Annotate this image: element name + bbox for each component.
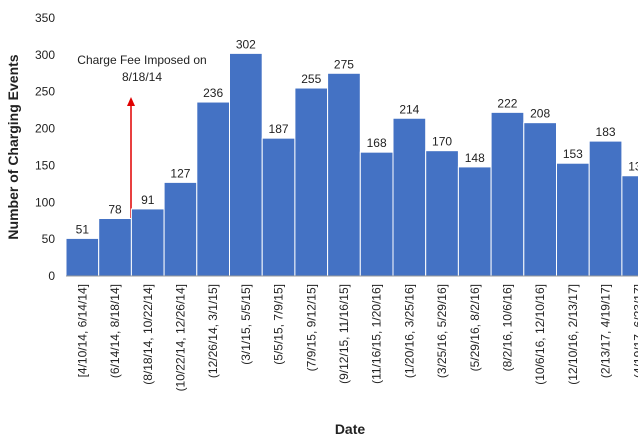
x-tick-label: (7/9/15, 9/12/15] [304, 284, 318, 371]
x-tick-label: (5/29/16, 8/2/16] [468, 284, 482, 371]
y-tick-label: 250 [35, 85, 55, 99]
bar [65, 237, 100, 277]
x-tick-label: (3/25/16, 5/29/16] [435, 284, 449, 378]
x-tick-label: (6/14/14, 8/18/14] [108, 284, 122, 378]
x-axis-title: Date [335, 421, 366, 437]
annotation-arrowhead [127, 97, 135, 106]
data-label: 275 [334, 57, 354, 71]
x-tick-label: (12/26/14, 3/1/15] [206, 284, 220, 378]
bar [425, 150, 459, 277]
x-tick-label: (12/10/16, 2/13/17] [566, 284, 580, 385]
data-label: 236 [203, 86, 223, 100]
data-label: 302 [236, 37, 256, 51]
x-tick-label: (8/2/16, 10/6/16] [500, 284, 514, 371]
data-label: 255 [301, 72, 321, 86]
bar [130, 208, 165, 277]
data-label: 208 [530, 107, 550, 121]
x-tick-label: [4/10/14, 6/14/14] [75, 284, 89, 377]
bar [556, 162, 590, 277]
bar [327, 72, 361, 277]
y-tick-label: 50 [42, 232, 56, 246]
bar [261, 137, 296, 277]
data-label: 148 [465, 151, 485, 165]
data-label: 153 [563, 147, 583, 161]
y-axis-title: Number of Charging Events [5, 54, 21, 239]
x-tick-label: (10/22/14, 12/26/14] [173, 284, 187, 391]
data-label: 214 [399, 102, 419, 116]
bar [457, 166, 492, 277]
y-tick-label: 200 [35, 122, 55, 136]
data-label: 222 [497, 96, 517, 110]
bar [163, 181, 198, 277]
data-label: 51 [76, 222, 90, 236]
data-label: 187 [269, 122, 289, 136]
x-tick-label: (9/12/15, 11/16/15] [337, 284, 351, 384]
annotation-text: 8/18/14 [122, 70, 162, 84]
x-tick-label: (8/18/14, 10/22/14] [141, 284, 155, 385]
data-label: 170 [432, 135, 452, 149]
data-label: 91 [141, 193, 155, 207]
y-tick-label: 300 [35, 48, 55, 62]
bar [359, 151, 394, 277]
x-tick-label: (3/1/15, 5/5/15] [239, 284, 253, 365]
y-tick-label: 0 [48, 269, 55, 283]
y-tick-label: 150 [35, 158, 55, 172]
bar [196, 101, 231, 277]
y-tick-label: 350 [35, 11, 55, 25]
data-label: 136 [628, 160, 638, 174]
x-tick-label: (1/20/16, 3/25/16] [402, 284, 416, 378]
x-tick-label: (5/5/15, 7/9/15] [272, 284, 286, 365]
bar [98, 218, 132, 277]
data-label: 168 [367, 136, 387, 150]
x-tick-label: (2/13/17, 4/19/17] [599, 284, 613, 378]
data-label: 78 [108, 203, 122, 217]
data-label: 127 [170, 166, 190, 180]
y-tick-label: 100 [35, 195, 55, 209]
data-label: 183 [596, 125, 616, 139]
x-tick-label: (4/19/17, 6/23/17] [631, 284, 638, 378]
x-tick-label: (10/6/16, 12/10/16] [533, 284, 547, 385]
bar [621, 175, 638, 277]
annotation-text: Charge Fee Imposed on [77, 53, 206, 67]
bar [294, 87, 329, 277]
bar [229, 52, 263, 277]
bar [392, 117, 427, 277]
bar [490, 111, 525, 277]
bar [523, 122, 557, 277]
bar [588, 140, 623, 277]
x-tick-label: (11/16/15, 1/20/16] [370, 284, 384, 384]
